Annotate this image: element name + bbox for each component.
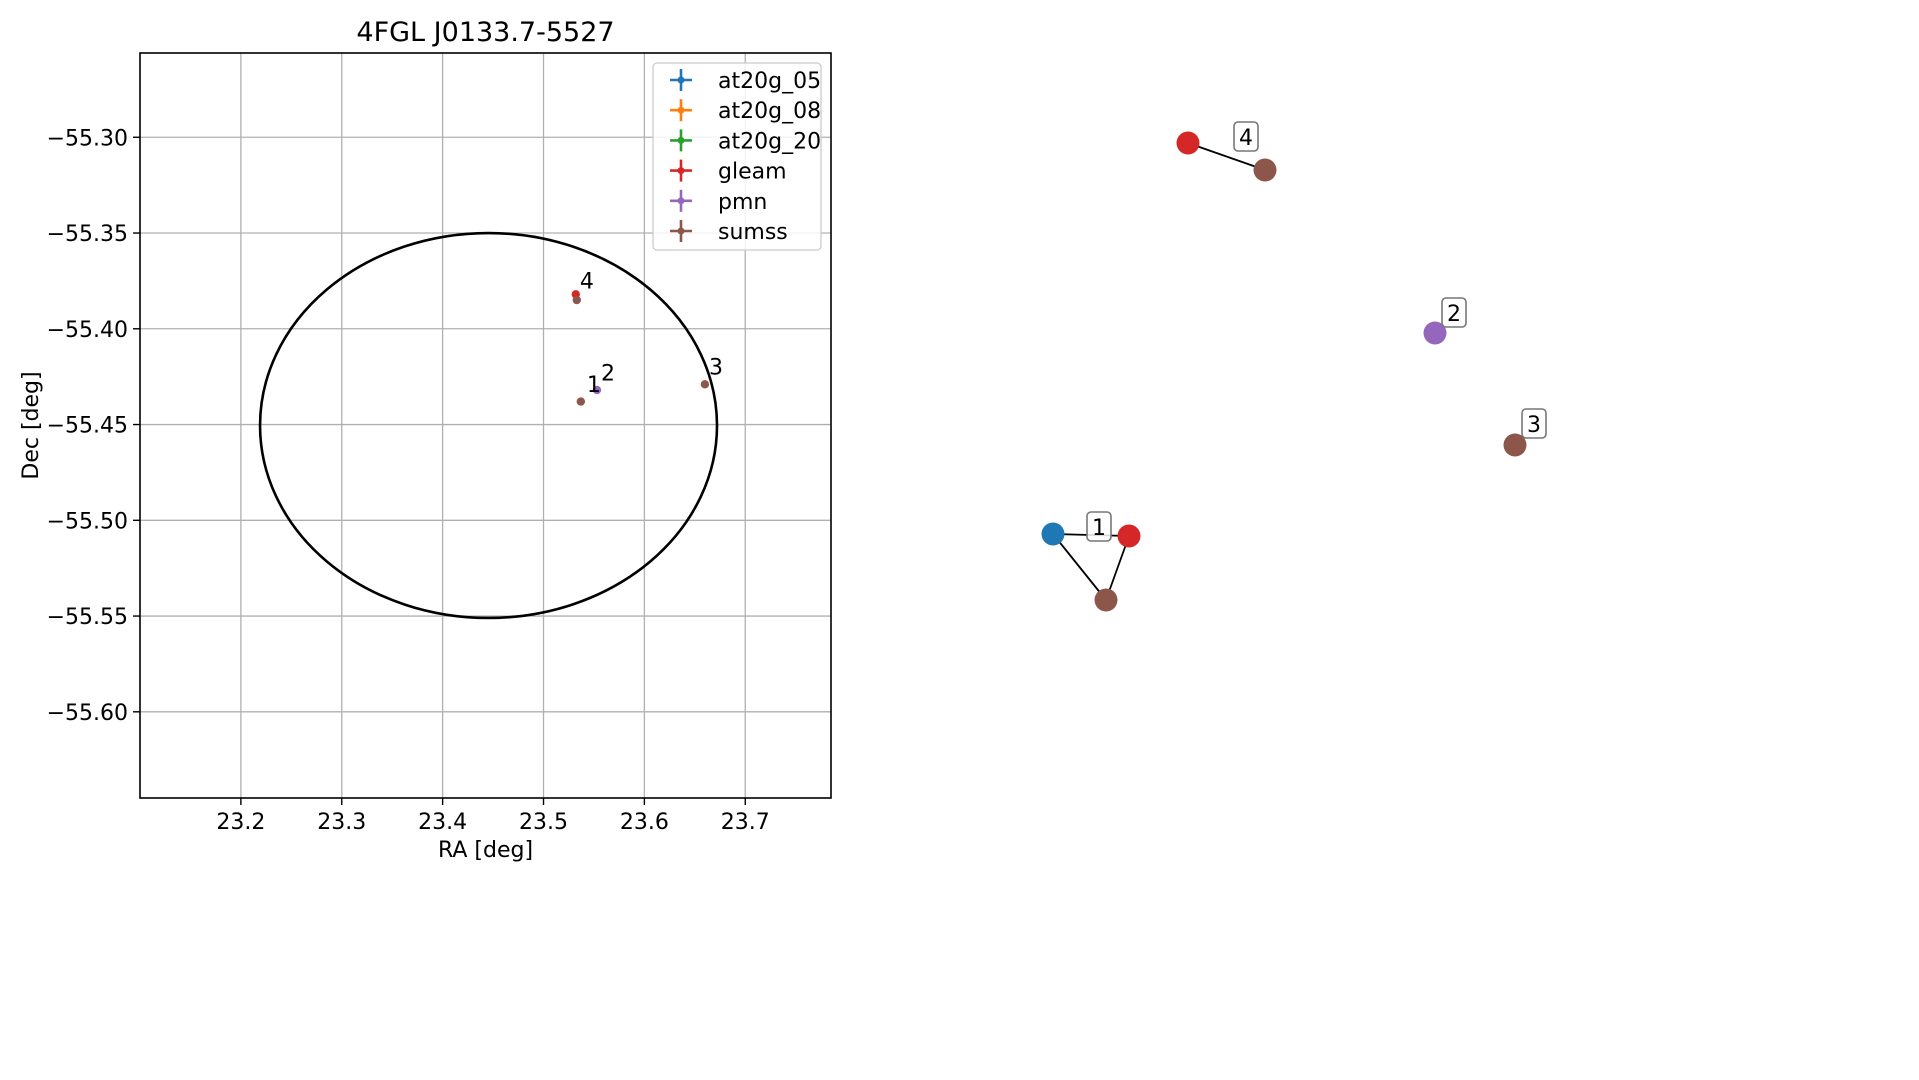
points-layer <box>571 290 710 406</box>
point-annotation: 2 <box>601 361 615 386</box>
legend-entry-gleam: gleam <box>718 160 787 185</box>
legend-marker-dot <box>677 76 685 84</box>
group-label-box <box>1441 297 1467 328</box>
group-label: 3 <box>1527 413 1541 438</box>
network-node <box>1503 433 1527 457</box>
network-node <box>1423 321 1447 345</box>
network-node <box>1041 522 1065 546</box>
legend-marker-dot <box>677 227 685 235</box>
data-point-sumss <box>700 380 710 389</box>
ellipse-layer <box>258 231 719 620</box>
y-tick-label: −55.35 <box>47 222 128 247</box>
x-ticks: 23.2 23.3 23.4 23.5 23.6 23.7 <box>216 798 770 835</box>
group-label-box <box>1521 408 1547 439</box>
network-node <box>1094 588 1118 612</box>
chart-title: 4FGL J0133.7-5527 <box>356 17 614 48</box>
legend-entry-at20g_05: at20g_05 <box>718 69 821 94</box>
network-node <box>1176 131 1200 155</box>
error-ellipse <box>258 231 719 620</box>
network-panel: 1 2 3 4 <box>1041 121 1547 612</box>
group-label: 4 <box>1239 126 1253 151</box>
x-tick-label: 23.5 <box>519 810 568 835</box>
data-point-sumss <box>572 295 581 305</box>
y-tick-label: −55.30 <box>47 126 128 151</box>
network-node <box>1253 158 1277 182</box>
x-tick-label: 23.4 <box>418 810 467 835</box>
x-tick-label: 23.3 <box>317 810 366 835</box>
legend-marker-dot <box>677 136 685 144</box>
x-tick-label: 23.6 <box>620 810 669 835</box>
y-tick-label: −55.55 <box>47 605 128 630</box>
group-labels-layer: 1 2 3 4 <box>1086 121 1547 542</box>
plot-frame <box>139 52 832 799</box>
legend-entry-at20g_20: at20g_20 <box>718 129 821 154</box>
point-annotation: 4 <box>580 270 594 295</box>
legend-entry-sumss: sumss <box>718 220 788 245</box>
point-annotation: 3 <box>709 356 723 381</box>
legend-marker-dot <box>677 106 685 114</box>
network-node <box>1117 524 1141 548</box>
scatter-panel: 1 2 34 23.2 23.3 23.4 23.5 23.6 23.7 −55.30−55.… <box>19 17 832 863</box>
data-point-sumss <box>576 397 586 406</box>
annotation-layer: 1 2 3 4 <box>580 270 723 398</box>
legend-box <box>652 62 822 251</box>
y-axis-label: Dec [deg] <box>19 371 44 479</box>
y-tick-label: −55.60 <box>47 701 128 726</box>
legend-entry-pmn: pmn <box>718 190 767 215</box>
nodes-layer <box>1041 131 1527 612</box>
network-edge <box>1052 533 1107 601</box>
point-annotation: 1 <box>587 373 601 398</box>
group-label: 2 <box>1447 302 1461 327</box>
y-ticks: −55.30 −55.35 −55.40 −55.45 −55.50 −55.55 −55.… <box>47 126 140 726</box>
y-tick-label: −55.45 <box>47 414 128 439</box>
legend-marker-dot <box>677 197 685 205</box>
x-tick-label: 23.7 <box>721 810 770 835</box>
group-label: 1 <box>1092 516 1106 541</box>
group-label-box <box>1233 121 1259 152</box>
y-tick-label: −55.50 <box>47 509 128 534</box>
x-axis-label: RA [deg] <box>438 838 533 863</box>
y-tick-label: −55.40 <box>47 318 128 343</box>
legend-marker-dot <box>677 167 685 175</box>
legend-entry-at20g_08: at20g_08 <box>718 99 821 124</box>
x-tick-label: 23.2 <box>216 810 265 835</box>
group-label-box <box>1086 511 1112 542</box>
network-edge <box>1187 142 1266 171</box>
data-point-pmn <box>592 385 602 395</box>
